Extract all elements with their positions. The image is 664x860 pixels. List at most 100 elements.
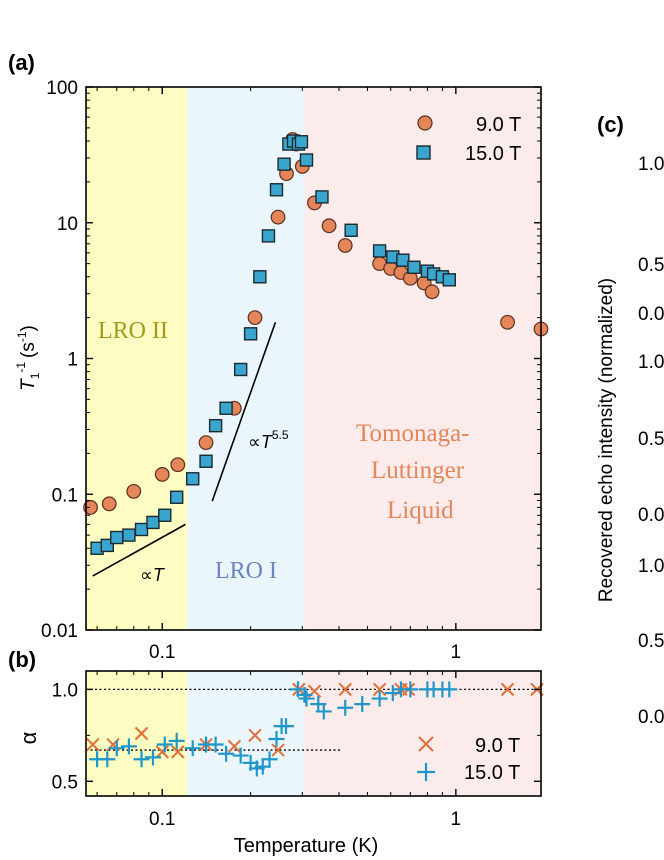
x-tick-label: 1 [451, 642, 462, 663]
b-x-tick-label: 1 [451, 809, 462, 830]
data-point-15T-plus [99, 751, 116, 768]
data-point-15T-plus [278, 718, 295, 735]
legend-b-15T-label: 15.0 T [464, 762, 520, 784]
data-point-15T-plus [261, 751, 278, 768]
data-point-15T-plus [207, 736, 224, 753]
annotation-power-exp: 5.5 [272, 428, 289, 442]
data-point-15T [253, 270, 267, 284]
series-15T-squares [90, 134, 457, 555]
data-point-15T [219, 401, 233, 415]
data-point-15T-plus [168, 732, 185, 749]
right-tick-label: 0.0 [638, 707, 664, 728]
data-point-9T [154, 467, 170, 482]
series-15T-plus-markers [89, 681, 458, 777]
data-point-15T-plus [144, 749, 161, 766]
data-point-15T-plus [232, 747, 249, 764]
data-point-9T-x [271, 743, 285, 757]
annotation-linear-var: T [153, 565, 166, 585]
ylabel-unit: (s [18, 342, 39, 358]
annotation-power: ∝T5.5 [248, 428, 289, 452]
panel-a-ylabel: T1-1(s-1) [14, 325, 42, 391]
data-point-15T [169, 490, 184, 504]
panel-b-ylabel: α [16, 731, 41, 744]
data-point-9T [126, 483, 142, 499]
panel-label-b: (b) [8, 647, 36, 672]
data-point-9T [500, 314, 515, 330]
right-tick-label: 0.5 [638, 255, 664, 276]
data-point-15T [269, 183, 284, 197]
data-point-9T-x [155, 745, 169, 759]
panel-b-region-lro2-bg [86, 671, 188, 796]
data-point-15T [110, 530, 124, 545]
data-point-15T-plus [315, 703, 332, 720]
data-point-9T [247, 310, 263, 326]
data-point-15T [372, 244, 387, 258]
panel-a-plot: 0.01 0.1 1 10 100 0.1 1 LRO II LRO I Tomonaga-… [14, 78, 549, 663]
region-label-tll-1: Tomonaga- [356, 420, 470, 447]
data-point-9T [170, 457, 186, 473]
right-tick-label: 1.0 [638, 556, 664, 577]
data-point-9T-x [171, 745, 185, 759]
data-point-15T [199, 454, 213, 468]
ylabel-sub: 1 [28, 372, 42, 379]
right-tick-label: 0.0 [638, 505, 664, 526]
region-label-lro2: LRO II [98, 318, 168, 344]
data-point-15T [344, 223, 358, 237]
right-tick-label: 0.5 [638, 429, 664, 450]
data-point-15T-plus [184, 740, 201, 757]
data-point-15T [315, 190, 329, 204]
annotation-linear-prefix: ∝ [140, 565, 153, 585]
data-point-9T-x [372, 682, 387, 697]
data-point-15T [299, 153, 314, 167]
data-point-9T [83, 500, 98, 515]
data-point-15T [208, 418, 223, 433]
ylabel-T: T [18, 378, 39, 391]
guide-lines [92, 321, 277, 577]
data-point-9T-x [500, 682, 515, 697]
data-point-9T-x [248, 728, 262, 743]
legend-9T-label: 9.0 T [476, 114, 521, 136]
data-point-15T [261, 229, 276, 243]
legend-b-15T-marker [417, 763, 435, 781]
data-point-15T-plus [371, 690, 388, 707]
legend-15T-marker [416, 145, 431, 160]
x-tick-label: 0.1 [149, 642, 175, 663]
data-point-15T [186, 472, 200, 486]
data-point-9T [270, 209, 286, 225]
data-point-9T [198, 435, 214, 451]
data-point-15T-plus [108, 740, 125, 757]
right-tick-label: 1.0 [638, 352, 664, 373]
legend-b-9T-label: 9.0 T [475, 735, 520, 757]
guide-line-1 [211, 321, 277, 502]
legend-15T-label: 15.0 T [465, 143, 521, 165]
b-x-tick-label: 0.1 [149, 809, 175, 830]
right-tick-label: 0.5 [638, 631, 664, 652]
data-point-15T [134, 522, 149, 537]
data-point-9T-x [134, 726, 149, 741]
y-tick-label: 0.01 [41, 621, 78, 642]
right-tick-label: 1.0 [638, 154, 664, 175]
data-point-15T-plus [296, 686, 313, 703]
b-y-tick-label: 0.5 [52, 772, 78, 793]
data-point-15T-plus [268, 731, 285, 748]
data-point-15T [158, 508, 172, 522]
data-point-15T [122, 528, 136, 542]
y-tick-label: 0.1 [52, 485, 78, 506]
data-point-15T-plus [441, 681, 458, 698]
annotation-power-prefix: ∝ [248, 432, 261, 452]
legend-9T-marker [417, 115, 433, 131]
region-label-lro1: LRO I [215, 558, 277, 584]
right-panel-tick-labels: 1.0 0.5 0.0 1.0 0.5 0.0 1.0 0.5 0.0 [638, 154, 664, 728]
panel-b-plot: 0.5 1.0 0.1 1 α Temperature (K) 9.0 T 15.0 … [16, 670, 544, 857]
data-point-9T [337, 238, 353, 253]
data-point-15T [294, 135, 309, 149]
data-point-9T [321, 218, 337, 234]
data-point-9T-x [227, 739, 242, 754]
data-point-15T-plus [298, 690, 315, 707]
data-point-9T [424, 284, 440, 300]
region-tll-bg [304, 87, 541, 630]
y-tick-label: 100 [46, 78, 78, 99]
b-y-tick-label: 1.0 [52, 680, 78, 701]
data-point-15T-plus [156, 736, 173, 753]
